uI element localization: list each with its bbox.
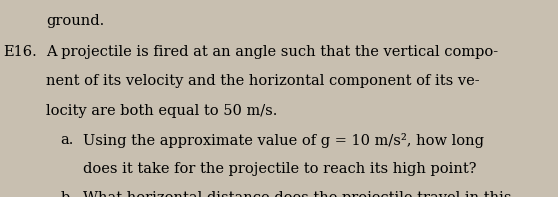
- Text: locity are both equal to 50 m/s.: locity are both equal to 50 m/s.: [46, 104, 278, 118]
- Text: does it take for the projectile to reach its high point?: does it take for the projectile to reach…: [83, 162, 476, 176]
- Text: ground.: ground.: [46, 14, 104, 28]
- Text: What horizontal distance does the projectile travel in this: What horizontal distance does the projec…: [83, 191, 511, 197]
- Text: nent of its velocity and the horizontal component of its ve-: nent of its velocity and the horizontal …: [46, 74, 480, 88]
- Text: Using the approximate value of g = 10 m/s², how long: Using the approximate value of g = 10 m/…: [83, 133, 484, 148]
- Text: A projectile is fired at an angle such that the vertical compo-: A projectile is fired at an angle such t…: [46, 45, 498, 59]
- Text: a.: a.: [60, 133, 74, 147]
- Text: E16.: E16.: [3, 45, 36, 59]
- Text: b.: b.: [60, 191, 74, 197]
